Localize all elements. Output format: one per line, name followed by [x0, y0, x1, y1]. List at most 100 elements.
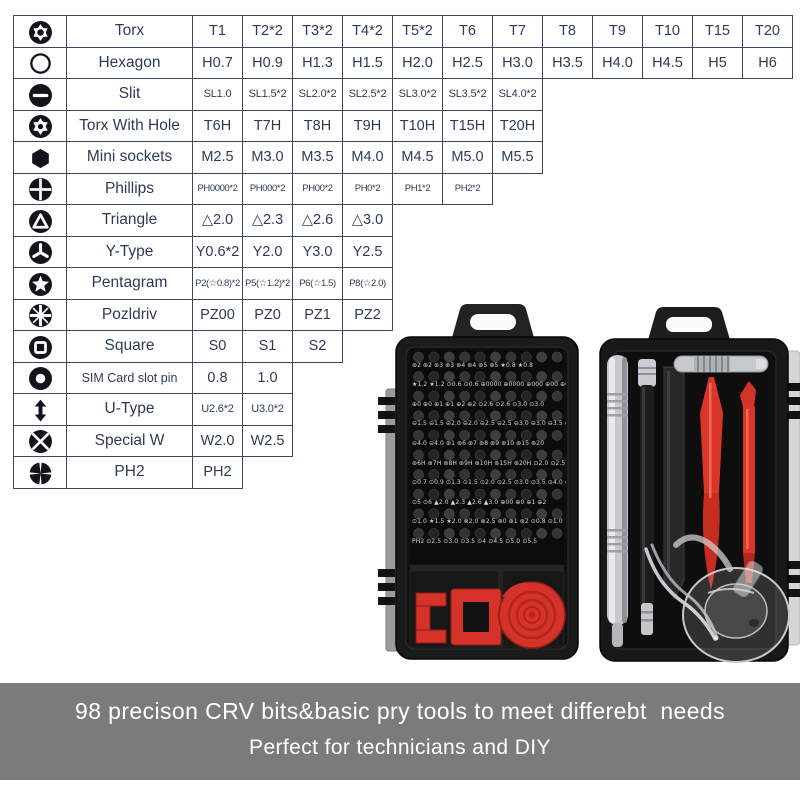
bit-size-cell: T15H	[442, 109, 493, 142]
bit-type-name: Square	[66, 330, 193, 363]
special-w-icon	[13, 424, 67, 457]
bit-size-cell: PZ0	[242, 298, 293, 331]
table-row: Mini sockets M2.5 M3.0 M3.5 M4.0 M4.5 M5.0 M5.5	[13, 141, 793, 174]
bit-size-cell: 0.8	[192, 361, 243, 394]
bit-size-cell: H2.0	[392, 46, 443, 79]
table-row: Hexagon H0.7 H0.9 H1.3 H1.5 H2.0 H2.5 H3.0 H3.5 H…	[13, 46, 793, 79]
torx-with-hole-icon	[13, 109, 67, 142]
case-clips-right	[782, 383, 800, 597]
u-type-icon	[13, 393, 67, 426]
caption-banner: 98 precison CRV bits&basic pry tools to …	[0, 683, 800, 780]
bit-type-name: Mini sockets	[66, 141, 193, 174]
bit-size-cell: T9	[592, 15, 643, 48]
bit-size-cell: H5	[692, 46, 743, 79]
banner-line-2: Perfect for technicians and DIY	[249, 736, 551, 759]
bit-size-cell: T1	[192, 15, 243, 48]
bit-size-cell: S0	[192, 330, 243, 363]
bit-size-cell: T3*2	[292, 15, 343, 48]
bit-type-name: SIM Card slot pin	[66, 361, 193, 394]
red-spudger-large	[700, 377, 723, 590]
bit-size-cell: △3.0	[342, 204, 393, 237]
bit-size-cell: SL2.5*2	[342, 78, 393, 111]
bit-size-cell: △2.0	[192, 204, 243, 237]
table-row: SIM Card slot pin 0.8 1.0	[13, 361, 793, 394]
extension-rod	[638, 359, 656, 635]
bit-size-cell: T2*2	[242, 15, 293, 48]
case-clips-left	[378, 397, 395, 605]
square-icon	[13, 330, 67, 363]
bit-size-cell: M4.0	[342, 141, 393, 174]
table-row: Torx T1 T2*2 T3*2 T4*2 T5*2 T6 T7 T8 T9 T10 T15 T20	[13, 15, 793, 48]
bit-type-name: Special W	[66, 424, 193, 457]
bit-size-cell: T6	[442, 15, 493, 48]
screwdriver-handle	[607, 355, 628, 647]
bit-size-cell: T10H	[392, 109, 443, 142]
bit-size-cell: SL1.0	[192, 78, 243, 111]
bit-size-cell: T4*2	[342, 15, 393, 48]
table-row: Special W W2.0 W2.5	[13, 424, 793, 457]
bit-size-cell: M5.5	[492, 141, 543, 174]
bit-size-cell: T20H	[492, 109, 543, 142]
table-row: U-Type U2.6*2 U3.0*2	[13, 393, 793, 426]
bit-size-cell: W2.0	[192, 424, 243, 457]
bit-size-cell: H1.5	[342, 46, 393, 79]
bit-size-cell: H2.5	[442, 46, 493, 79]
bit-size-cell: △2.6	[292, 204, 343, 237]
hexagon-icon	[13, 46, 67, 79]
bit-size-cell: H3.5	[542, 46, 593, 79]
bit-grid	[413, 351, 563, 539]
bit-size-cell: P6(☆1.5)	[292, 267, 343, 300]
bit-size-cell: H3.0	[492, 46, 543, 79]
bit-size-cell: H0.9	[242, 46, 293, 79]
bit-size-cell: U2.6*2	[192, 393, 243, 426]
bit-size-cell: PH0000*2	[192, 172, 243, 205]
red-opening-pick	[498, 581, 566, 649]
bit-type-name: Slit	[66, 78, 193, 111]
bit-size-cell: P5(☆1.2)*2	[242, 267, 293, 300]
bit-size-cell: Y0.6*2	[192, 235, 243, 268]
bit-size-cell: W2.5	[242, 424, 293, 457]
black-pry-bar	[663, 366, 685, 601]
bit-size-cell: T9H	[342, 109, 393, 142]
bit-size-cell: T8H	[292, 109, 343, 142]
bit-size-cell: PZ2	[342, 298, 393, 331]
bit-size-cell: T5*2	[392, 15, 443, 48]
bit-size-cell: PH00*2	[292, 172, 343, 205]
slit-icon	[13, 78, 67, 111]
table-row: Phillips PH0000*2 PH000*2 PH00*2 PH0*2 PH1*2 P…	[13, 172, 793, 205]
product-photo	[378, 304, 800, 663]
bit-size-cell: PH1*2	[392, 172, 443, 205]
bit-size-cell: T15	[692, 15, 743, 48]
table-row: Torx With Hole T6H T7H T8H T9H T10H T15H T20H	[13, 109, 793, 142]
pentagram-icon	[13, 267, 67, 300]
right-case	[599, 307, 800, 663]
ph2-icon	[13, 456, 67, 489]
banner-line-1: 98 precison CRV bits&basic pry tools to …	[75, 698, 725, 724]
spec-table-body: Torx T1 T2*2 T3*2 T4*2 T5*2 T6 T7 T8 T9 T10 T15 T20 H…	[13, 15, 793, 489]
bit-size-cell: PZ1	[292, 298, 343, 331]
mini-socket-icon	[13, 141, 67, 174]
bit-type-name: U-Type	[66, 393, 193, 426]
bit-size-cell: T20	[742, 15, 793, 48]
bit-size-cell: SL4.0*2	[492, 78, 543, 111]
bit-size-cell: T7H	[242, 109, 293, 142]
bit-extension-holder	[673, 355, 769, 373]
bit-size-cell: H6	[742, 46, 793, 79]
bit-type-name: Pozldriv	[66, 298, 193, 331]
bit-size-cell: M4.5	[392, 141, 443, 174]
bit-size-cell: PZ00	[192, 298, 243, 331]
bit-size-cell: PH000*2	[242, 172, 293, 205]
bit-size-cell: M2.5	[192, 141, 243, 174]
bit-size-cell: PH2*2	[442, 172, 493, 205]
bit-size-cell: 1.0	[242, 361, 293, 394]
bit-size-cell: T8	[542, 15, 593, 48]
bit-size-cell: △2.3	[242, 204, 293, 237]
pozidriv-icon	[13, 298, 67, 331]
spec-table: Torx T1 T2*2 T3*2 T4*2 T5*2 T6 T7 T8 T9 T10 T15 T20 H…	[13, 15, 793, 489]
bit-type-name: Pentagram	[66, 267, 193, 300]
bit-size-cell: H0.7	[192, 46, 243, 79]
bit-size-cell: PH0*2	[342, 172, 393, 205]
bit-type-name: Torx With Hole	[66, 109, 193, 142]
bit-size-cell: SL1.5*2	[242, 78, 293, 111]
bit-size-cell: S2	[292, 330, 343, 363]
